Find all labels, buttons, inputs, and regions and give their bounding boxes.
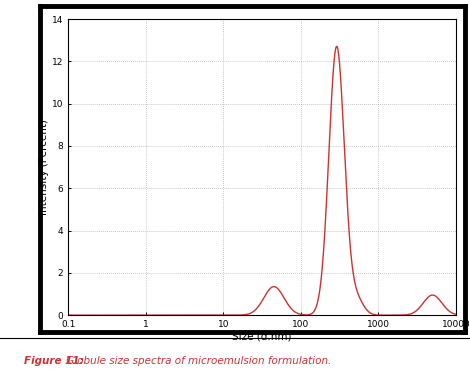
X-axis label: Size (d.nm): Size (d.nm) [232,332,292,342]
Text: Globule size spectra of microemulsion formulation.: Globule size spectra of microemulsion fo… [63,356,332,366]
Text: Figure 11:: Figure 11: [24,356,83,366]
Y-axis label: Intensity (Percent): Intensity (Percent) [39,119,49,215]
